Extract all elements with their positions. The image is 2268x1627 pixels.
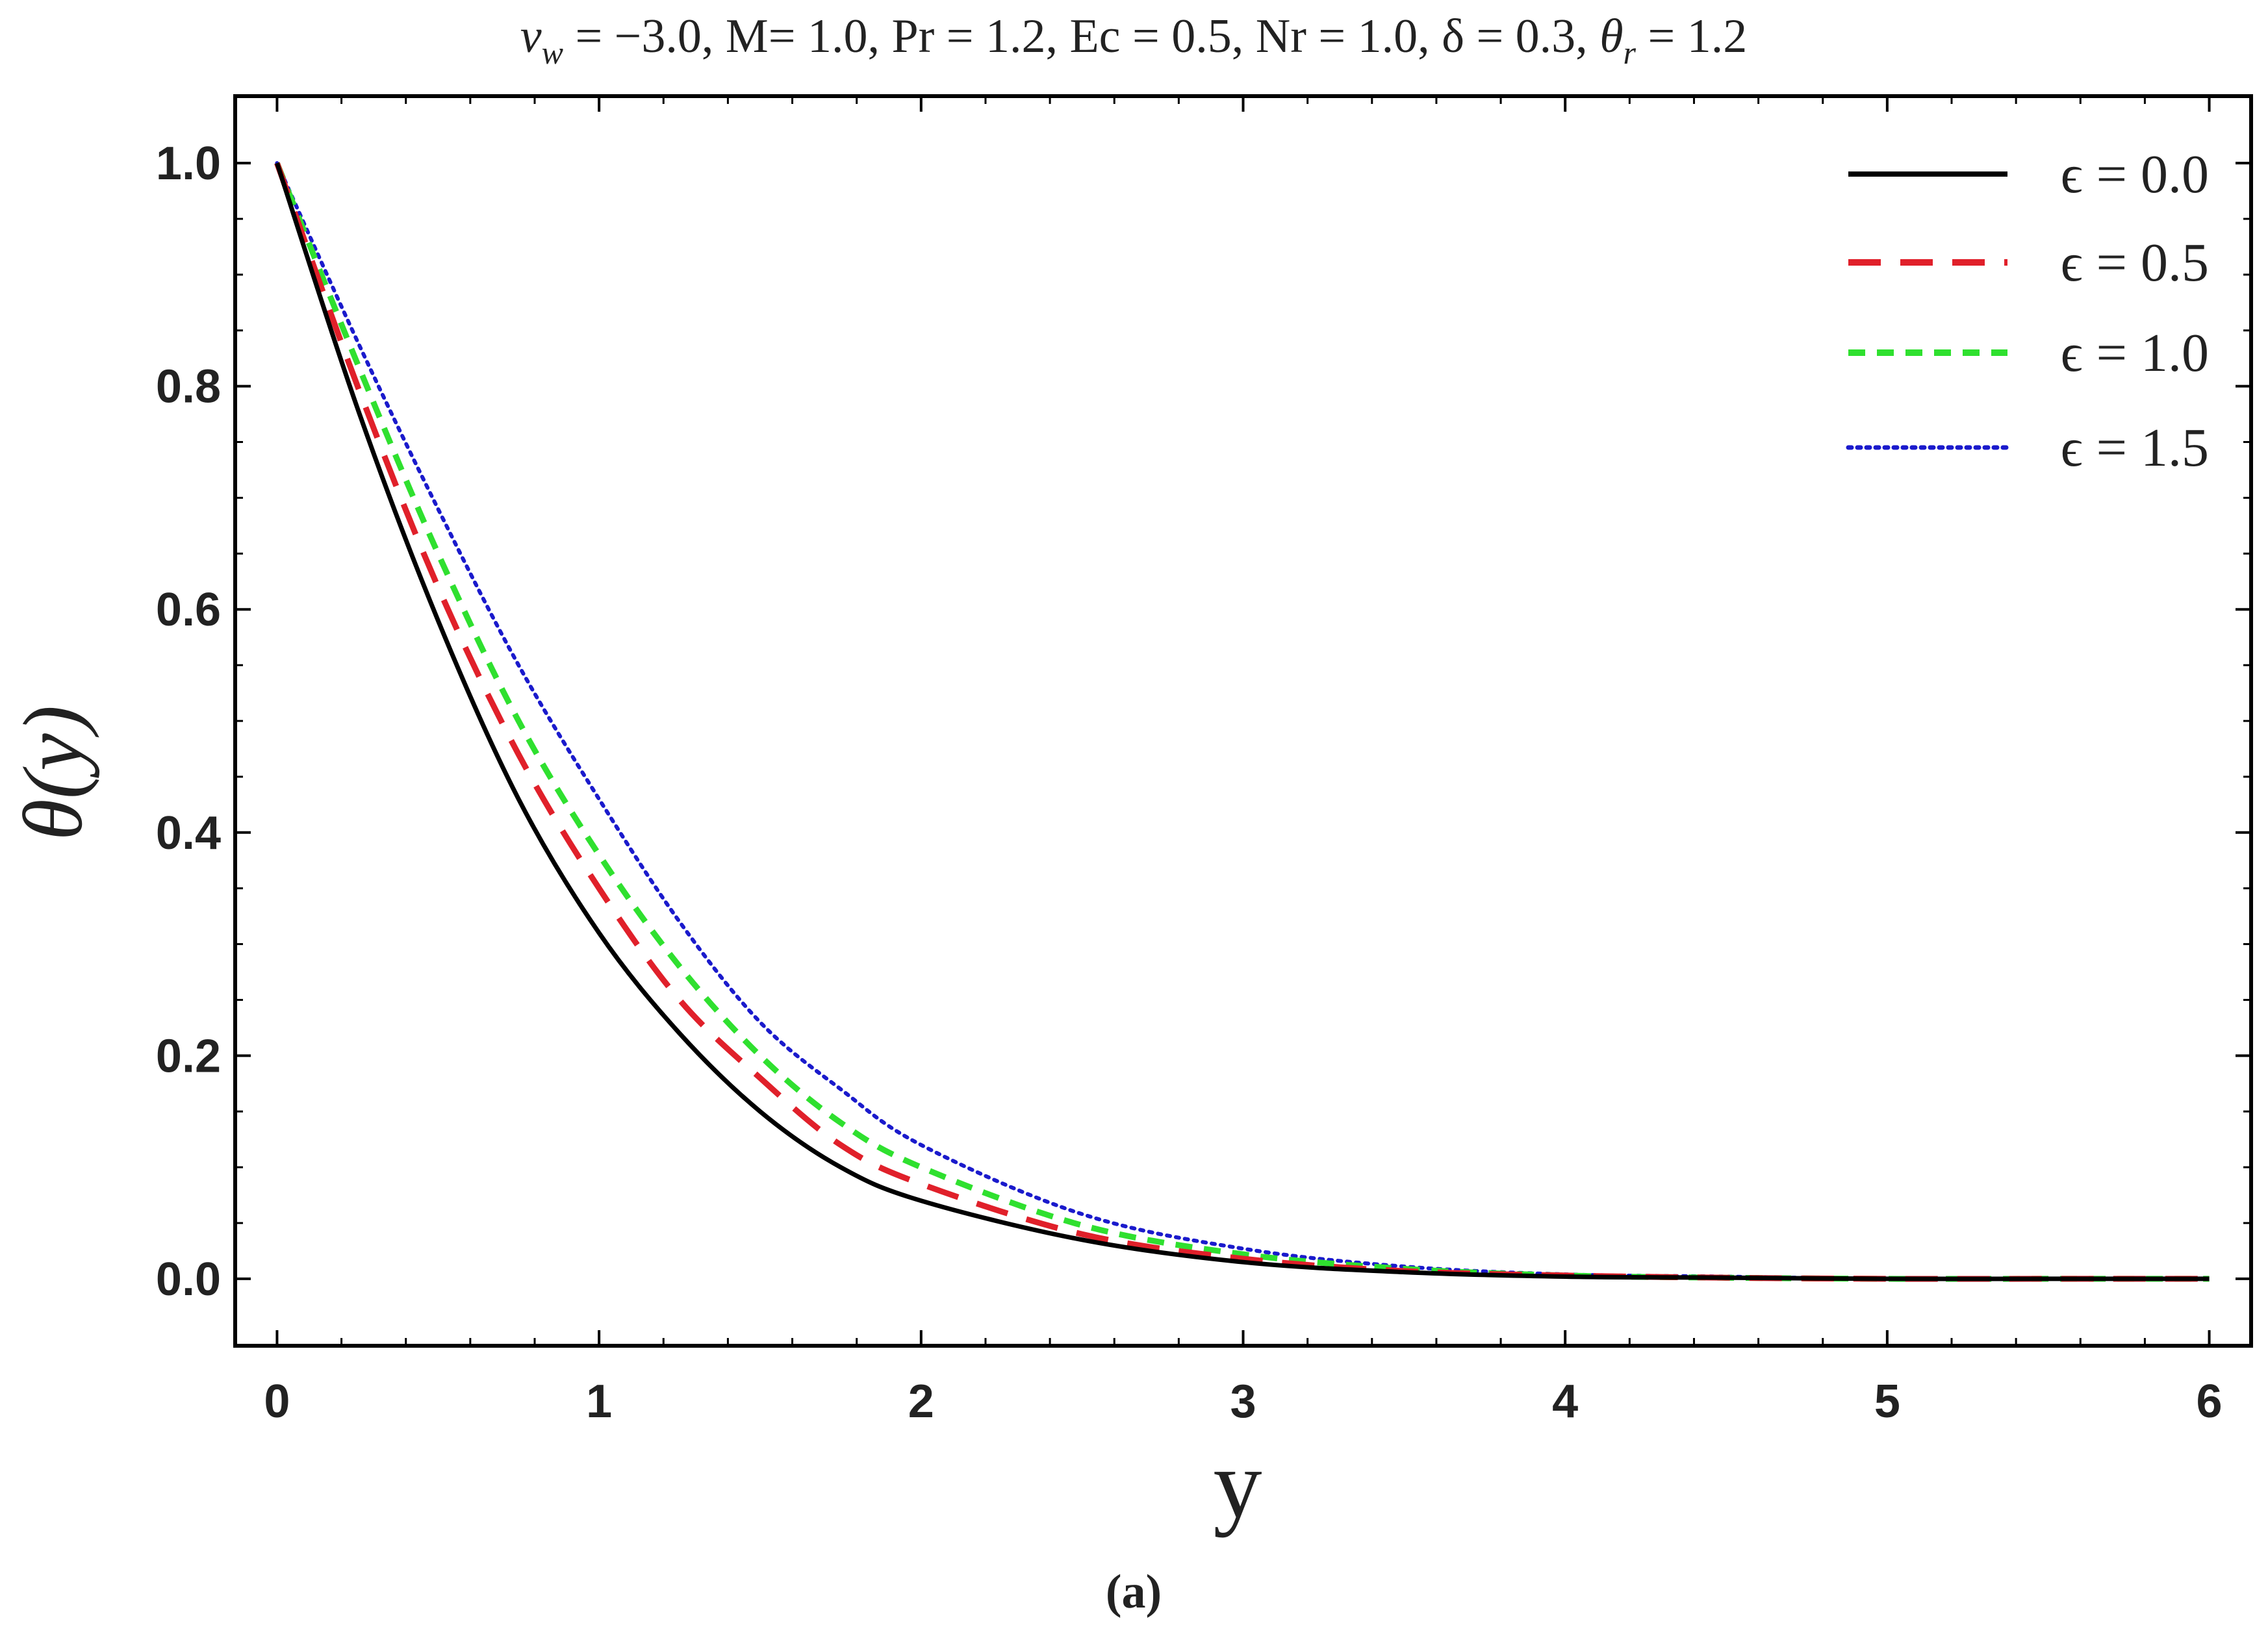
- chart-title: vw = −3.0, M= 1.0, Pr = 1.2, Ec = 0.5, N…: [520, 10, 1748, 71]
- legend-label-0: ϵ = 0.0: [2061, 144, 2209, 205]
- y-tick-label: 0.8: [156, 361, 221, 413]
- axis-ticks: 0 1 2 3 4 5 6 0.0 0.2 0.4 0.6 0.8 1.0: [156, 96, 2251, 1428]
- series-line-0: [275, 162, 2210, 1281]
- x-tick-label: 2: [908, 1376, 934, 1428]
- y-tick-label: 1.0: [156, 138, 221, 190]
- x-tick-label: 0: [264, 1376, 290, 1428]
- legend-label-1: ϵ = 0.5: [2061, 233, 2209, 293]
- x-tick-label: 3: [1230, 1376, 1256, 1428]
- y-tick-label: 0.2: [156, 1030, 221, 1082]
- y-tick-label: 0.4: [156, 807, 221, 859]
- legend: ϵ = 0.0 ϵ = 0.5 ϵ = 1.0 ϵ = 1.5: [1846, 144, 2209, 478]
- series-line-3: [275, 161, 2211, 1281]
- legend-label-3: ϵ = 1.5: [2061, 418, 2209, 478]
- y-axis-label: θ(y): [6, 705, 100, 840]
- x-tick-label: 1: [586, 1376, 612, 1428]
- x-tick-label: 4: [1552, 1376, 1578, 1428]
- x-tick-label: 5: [1874, 1376, 1900, 1428]
- legend-label-2: ϵ = 1.0: [2061, 323, 2209, 383]
- plot-area: [274, 161, 2211, 1282]
- x-axis-label: y: [1214, 1430, 1262, 1538]
- x-tick-label: 6: [2197, 1376, 2223, 1428]
- figure-caption: (a): [1106, 1565, 1162, 1619]
- y-tick-label: 0.0: [156, 1254, 221, 1305]
- y-tick-label: 0.6: [156, 584, 221, 636]
